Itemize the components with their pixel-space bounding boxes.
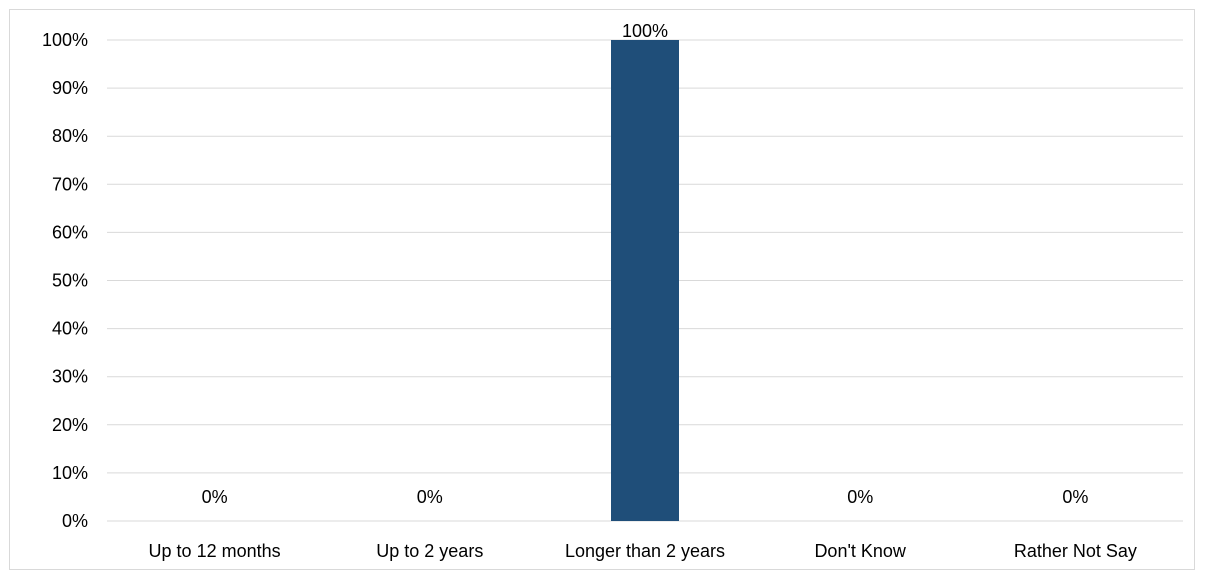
x-tick-label: Up to 2 years: [376, 541, 483, 561]
y-tick-label: 10%: [52, 463, 88, 483]
x-tick-label: Don't Know: [814, 541, 906, 561]
data-label: 0%: [202, 487, 228, 507]
chart-frame: [9, 9, 1195, 570]
y-tick-label: 0%: [62, 511, 88, 531]
bars: [611, 40, 679, 521]
data-labels: 0% 0% 100% 0% 0%: [202, 21, 1089, 507]
data-label: 0%: [417, 487, 443, 507]
y-tick-label: 40%: [52, 319, 88, 339]
y-axis-ticks: 0% 10% 20% 30% 40% 50% 60% 70% 80% 90% 100%: [42, 30, 88, 531]
y-tick-label: 30%: [52, 367, 88, 387]
y-tick-label: 20%: [52, 415, 88, 435]
x-axis-ticks: Up to 12 months Up to 2 years Longer than …: [149, 541, 1137, 561]
x-tick-label: Rather Not Say: [1014, 541, 1137, 561]
data-label: 100%: [622, 21, 668, 41]
bar: [611, 40, 679, 521]
y-tick-label: 90%: [52, 78, 88, 98]
x-tick-label: Longer than 2 years: [565, 541, 725, 561]
data-label: 0%: [847, 487, 873, 507]
y-tick-label: 70%: [52, 174, 88, 194]
x-tick-label: Up to 12 months: [149, 541, 281, 561]
y-tick-label: 80%: [52, 126, 88, 146]
data-label: 0%: [1062, 487, 1088, 507]
y-tick-label: 100%: [42, 30, 88, 50]
y-tick-label: 50%: [52, 271, 88, 291]
y-tick-label: 60%: [52, 222, 88, 242]
